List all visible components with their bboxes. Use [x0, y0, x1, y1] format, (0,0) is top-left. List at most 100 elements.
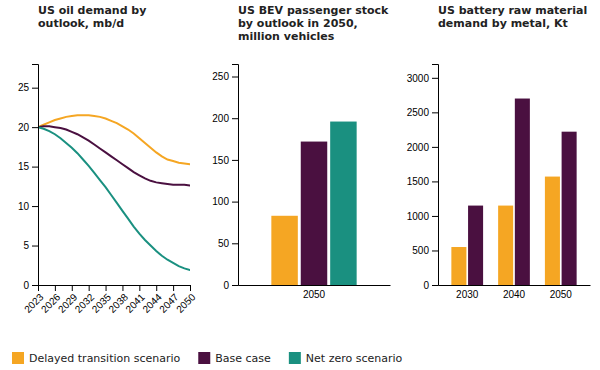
- y-tick: 25: [18, 82, 38, 93]
- x-tick-mark: [190, 285, 191, 291]
- y-axis: 050010001500200025003000: [407, 65, 439, 291]
- y-tick: 250: [212, 71, 238, 82]
- y-tick-label: 150: [212, 155, 229, 166]
- x-tick: 2050: [174, 285, 198, 315]
- legend-swatch: [289, 352, 301, 364]
- y-tick-label: 500: [412, 245, 429, 256]
- y-tick: 200: [212, 113, 238, 124]
- legend: Delayed transition scenario Base case Net …: [12, 352, 403, 365]
- x-tick-mark: [106, 285, 107, 291]
- x-tick-mark: [55, 285, 56, 291]
- chart-title-line: million vehicles: [238, 30, 335, 43]
- y-tick-mark: [432, 112, 438, 113]
- y-tick-mark: [432, 181, 438, 182]
- bar: [562, 132, 577, 285]
- y-tick-mark: [32, 88, 38, 89]
- y-tick-label: 5: [23, 240, 29, 251]
- x-tick-label: 2040: [503, 289, 526, 300]
- y-tick-label: 250: [212, 71, 229, 82]
- y-tick: 0: [223, 280, 238, 291]
- legend-label: Delayed transition scenario: [29, 352, 181, 365]
- y-tick-label: 25: [18, 82, 30, 93]
- chart-title: US oil demand byoutlook, mb/d: [38, 4, 146, 30]
- y-tick-label: 2000: [407, 142, 430, 153]
- y-tick-label: 50: [218, 238, 230, 249]
- x-axis: 2023202620292032203520382041204420472050: [22, 285, 198, 315]
- legend-item: Net zero scenario: [289, 352, 403, 365]
- legend-swatch: [12, 352, 24, 364]
- plot-area: [451, 99, 576, 285]
- y-tick: 1000: [407, 211, 438, 222]
- legend-item: Base case: [198, 352, 271, 365]
- x-tick-label: 2030: [456, 289, 479, 300]
- x-tick: 2050: [550, 285, 573, 300]
- y-tick: 150: [212, 155, 238, 166]
- line: [38, 127, 190, 270]
- x-tick-mark: [122, 285, 123, 291]
- bar: [498, 206, 513, 285]
- y-tick-mark: [432, 216, 438, 217]
- y-tick-label: 20: [18, 122, 30, 133]
- y-tick-label: 1000: [407, 211, 430, 222]
- x-axis-line: [39, 286, 191, 292]
- y-tick-label: 100: [212, 196, 229, 207]
- y-tick: 10: [18, 201, 38, 212]
- line: [38, 126, 190, 185]
- y-axis: 0 5 10 15 20 25: [18, 65, 39, 291]
- y-tick: 15: [18, 161, 38, 172]
- chart-title: US battery raw materialdemand by metal, …: [438, 4, 587, 30]
- legend-swatch: [198, 352, 210, 364]
- legend-label: Base case: [215, 352, 271, 365]
- x-tick-label: 2050: [174, 291, 198, 315]
- y-tick-label: 1500: [407, 176, 430, 187]
- y-tick-mark: [32, 127, 38, 128]
- y-tick-mark: [232, 118, 238, 119]
- y-tick-mark: [232, 77, 238, 78]
- y-tick: 100: [212, 196, 238, 207]
- x-tick-label: 2050: [550, 289, 573, 300]
- chart-svg: US oil demand byoutlook, mb/d 20232026202…: [0, 0, 600, 370]
- bar: [271, 216, 297, 285]
- x-axis: 2030 2040 2050: [439, 285, 591, 300]
- y-tick: 2500: [407, 107, 438, 118]
- legend-item: Delayed transition scenario: [12, 352, 181, 365]
- y-tick: 20: [18, 122, 38, 133]
- chart-title-line: outlook, mb/d: [38, 17, 124, 30]
- y-tick-mark: [232, 243, 238, 244]
- x-tick: 2040: [503, 285, 526, 300]
- bar: [451, 247, 466, 285]
- plot-area: [271, 122, 356, 285]
- x-axis-line: [439, 285, 591, 286]
- y-tick: 50: [218, 238, 238, 249]
- panel: US battery raw materialdemand by metal, …: [407, 4, 591, 300]
- y-axis-line: [232, 65, 239, 286]
- y-tick-label: 0: [23, 280, 29, 291]
- x-tick-mark: [89, 285, 90, 291]
- x-tick-label: 2050: [303, 289, 326, 300]
- x-tick-mark: [156, 285, 157, 291]
- y-tick-label: 200: [212, 113, 229, 124]
- y-tick-mark: [232, 285, 238, 286]
- y-axis-line: [32, 65, 39, 286]
- bar: [330, 122, 356, 285]
- y-tick-mark: [232, 160, 238, 161]
- y-tick: 2000: [407, 142, 438, 153]
- plot-area: [38, 115, 190, 270]
- chart-title-line: US battery raw material: [438, 4, 587, 17]
- x-tick-mark: [72, 285, 73, 291]
- x-tick-mark: [173, 285, 174, 291]
- line: [38, 115, 190, 164]
- y-tick-mark: [232, 202, 238, 203]
- chart-title-line: demand by metal, Kt: [438, 17, 568, 30]
- y-tick-label: 10: [18, 201, 30, 212]
- y-tick: 0: [23, 280, 38, 291]
- y-tick-mark: [432, 147, 438, 148]
- x-tick: 2050: [303, 285, 326, 300]
- y-tick: 0: [423, 280, 438, 291]
- y-tick-label: 0: [423, 280, 429, 291]
- bar: [545, 177, 560, 285]
- y-tick-mark: [432, 78, 438, 79]
- x-tick: 2030: [456, 285, 479, 300]
- y-tick-mark: [432, 250, 438, 251]
- panel: US oil demand byoutlook, mb/d 20232026202…: [18, 4, 198, 315]
